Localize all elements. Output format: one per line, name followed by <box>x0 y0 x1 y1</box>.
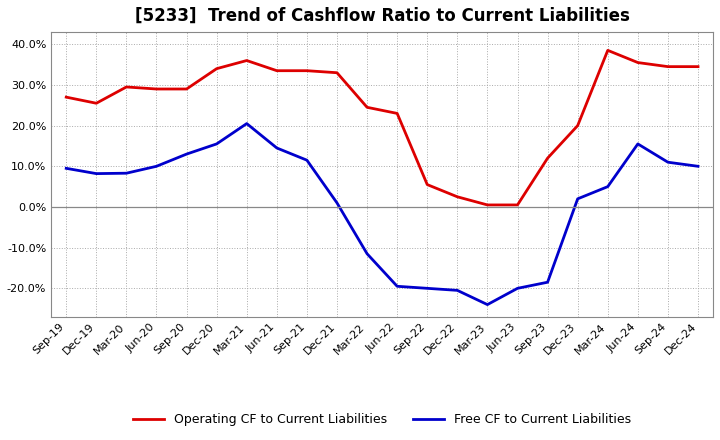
Legend: Operating CF to Current Liabilities, Free CF to Current Liabilities: Operating CF to Current Liabilities, Fre… <box>128 408 636 432</box>
Operating CF to Current Liabilities <box>634 60 642 65</box>
Free CF to Current Liabilities <box>272 145 281 150</box>
Free CF to Current Liabilities <box>573 196 582 202</box>
Operating CF to Current Liabilities <box>243 58 251 63</box>
Free CF to Current Liabilities <box>634 141 642 147</box>
Operating CF to Current Liabilities <box>333 70 341 75</box>
Operating CF to Current Liabilities <box>182 86 191 92</box>
Free CF to Current Liabilities <box>453 288 462 293</box>
Free CF to Current Liabilities <box>423 286 431 291</box>
Operating CF to Current Liabilities <box>92 101 101 106</box>
Free CF to Current Liabilities <box>544 279 552 285</box>
Operating CF to Current Liabilities <box>122 84 131 90</box>
Operating CF to Current Liabilities <box>573 123 582 128</box>
Free CF to Current Liabilities <box>513 286 522 291</box>
Operating CF to Current Liabilities <box>272 68 281 73</box>
Operating CF to Current Liabilities <box>603 48 612 53</box>
Operating CF to Current Liabilities <box>393 111 402 116</box>
Free CF to Current Liabilities <box>122 171 131 176</box>
Operating CF to Current Liabilities <box>453 194 462 199</box>
Title: [5233]  Trend of Cashflow Ratio to Current Liabilities: [5233] Trend of Cashflow Ratio to Curren… <box>135 7 629 25</box>
Operating CF to Current Liabilities <box>302 68 311 73</box>
Operating CF to Current Liabilities <box>363 105 372 110</box>
Free CF to Current Liabilities <box>693 164 702 169</box>
Operating CF to Current Liabilities <box>513 202 522 208</box>
Operating CF to Current Liabilities <box>664 64 672 69</box>
Operating CF to Current Liabilities <box>693 64 702 69</box>
Free CF to Current Liabilities <box>152 164 161 169</box>
Free CF to Current Liabilities <box>302 158 311 163</box>
Operating CF to Current Liabilities <box>212 66 221 71</box>
Free CF to Current Liabilities <box>483 302 492 307</box>
Free CF to Current Liabilities <box>243 121 251 126</box>
Free CF to Current Liabilities <box>603 184 612 189</box>
Free CF to Current Liabilities <box>92 171 101 176</box>
Free CF to Current Liabilities <box>182 151 191 157</box>
Operating CF to Current Liabilities <box>152 86 161 92</box>
Free CF to Current Liabilities <box>363 251 372 257</box>
Free CF to Current Liabilities <box>664 160 672 165</box>
Operating CF to Current Liabilities <box>423 182 431 187</box>
Free CF to Current Liabilities <box>62 166 71 171</box>
Operating CF to Current Liabilities <box>544 155 552 161</box>
Operating CF to Current Liabilities <box>483 202 492 208</box>
Free CF to Current Liabilities <box>212 141 221 147</box>
Free CF to Current Liabilities <box>393 284 402 289</box>
Operating CF to Current Liabilities <box>62 95 71 100</box>
Line: Free CF to Current Liabilities: Free CF to Current Liabilities <box>66 124 698 304</box>
Line: Operating CF to Current Liabilities: Operating CF to Current Liabilities <box>66 50 698 205</box>
Free CF to Current Liabilities <box>333 200 341 205</box>
